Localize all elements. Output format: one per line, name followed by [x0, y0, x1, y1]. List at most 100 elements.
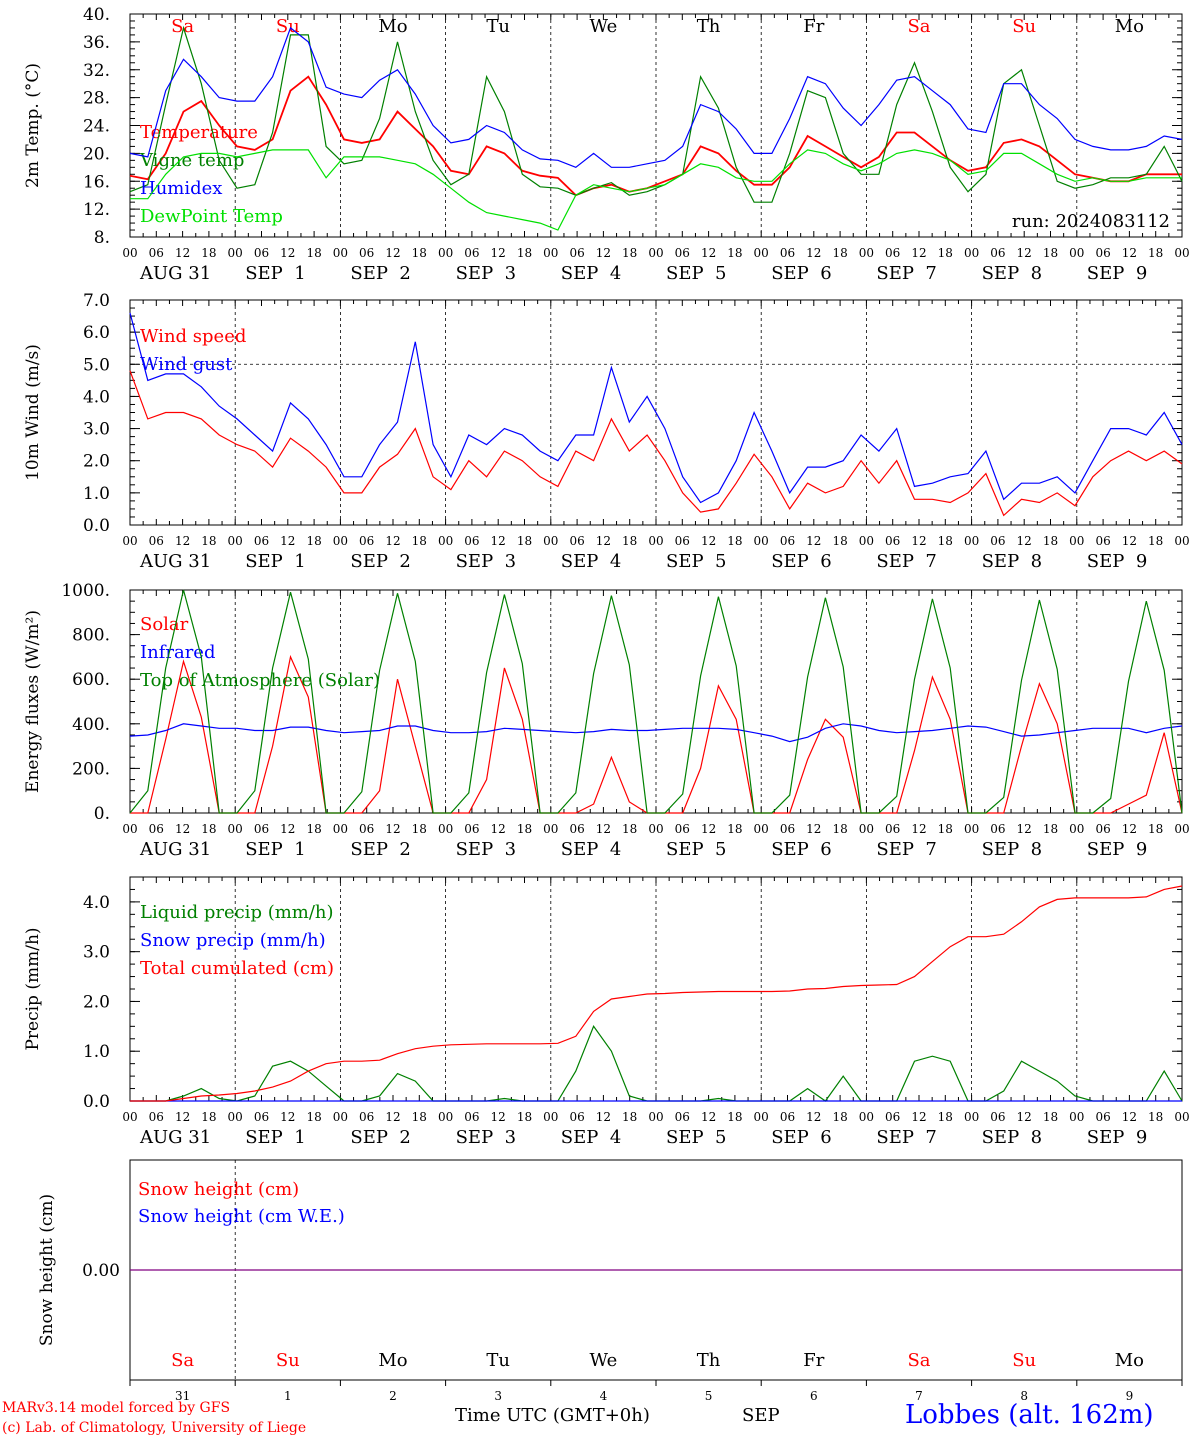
hour-tick-label: 00 [543, 1110, 558, 1124]
weekday-label: Mo [378, 1350, 407, 1371]
legend-label: Humidex [140, 178, 222, 199]
day-number-label: 8 [1020, 1389, 1028, 1403]
y-tick-label: 12. [83, 200, 110, 220]
date-label: SEP 4 [561, 1127, 621, 1148]
hour-tick-label: 12 [491, 1110, 506, 1124]
date-label: SEP 2 [350, 263, 410, 284]
date-label: SEP 6 [771, 839, 831, 860]
y-tick-label: 1.0 [83, 484, 110, 504]
date-label: SEP 6 [771, 1127, 831, 1148]
date-label: SEP 8 [982, 263, 1042, 284]
date-label: SEP 7 [876, 551, 936, 572]
y-tick-label: 0.00 [82, 1261, 120, 1281]
date-label: AUG 31 [139, 263, 211, 284]
day-number-label: 31 [175, 1389, 190, 1403]
hour-tick-label: 06 [1095, 822, 1110, 836]
hour-tick-label: 06 [1095, 1110, 1110, 1124]
hour-tick-label: 18 [727, 534, 742, 548]
hour-tick-label: 00 [648, 822, 663, 836]
hour-tick-label: 18 [412, 822, 427, 836]
y-tick-label: 8. [94, 228, 110, 248]
legend-label: Vigne temp [139, 150, 244, 171]
weekday-label: Th [697, 1350, 721, 1371]
y-tick-label: 28. [83, 89, 110, 109]
hour-tick-label: 12 [491, 822, 506, 836]
date-label: SEP 5 [666, 551, 726, 572]
weekday-label: Mo [378, 16, 407, 37]
hour-tick-label: 12 [280, 822, 295, 836]
day-number-label: 1 [284, 1389, 292, 1403]
hour-tick-label: 12 [701, 1110, 716, 1124]
weekday-label: Tu [486, 1350, 510, 1371]
hour-tick-label: 00 [1069, 1110, 1084, 1124]
y-axis-label: Energy fluxes (W/m²) [23, 610, 43, 793]
y-tick-label: 0. [94, 804, 110, 824]
hour-tick-label: 00 [1174, 246, 1189, 260]
hour-tick-label: 00 [859, 822, 874, 836]
date-label: SEP 7 [876, 1127, 936, 1148]
hour-tick-label: 18 [938, 534, 953, 548]
hour-tick-label: 06 [675, 822, 690, 836]
hour-tick-label: 12 [806, 1110, 821, 1124]
panel-snow: Sa 31 Su 1 Mo 2 Tu 3 We 4 Th 5 Fr 6 Sa 7 Su 8 Mo 9 0.00 Snow … [37, 1159, 1183, 1403]
hour-tick-label: 18 [1043, 534, 1058, 548]
date-label: SEP 5 [666, 1127, 726, 1148]
legend-label: Wind speed [140, 326, 246, 347]
hour-tick-label: 00 [122, 534, 137, 548]
hour-tick-label: 00 [859, 534, 874, 548]
hour-tick-label: 12 [911, 1110, 926, 1124]
hour-tick-label: 12 [385, 534, 400, 548]
hour-tick-label: 00 [964, 1110, 979, 1124]
hour-tick-label: 06 [254, 246, 269, 260]
weekday-label: Fr [803, 16, 824, 37]
y-tick-label: 800. [72, 626, 110, 646]
hour-tick-label: 06 [149, 534, 164, 548]
hour-tick-label: 00 [648, 534, 663, 548]
hour-tick-label: 00 [964, 534, 979, 548]
series-line-vigne-temp [129, 25, 1183, 203]
hour-tick-label: 00 [648, 1110, 663, 1124]
hour-tick-label: 00 [228, 246, 243, 260]
weekday-label: Sa [171, 1350, 194, 1371]
hour-tick-label: 06 [885, 822, 900, 836]
hour-tick-label: 12 [491, 534, 506, 548]
date-label: SEP 6 [771, 263, 831, 284]
hour-tick-label: 00 [859, 246, 874, 260]
y-tick-label: 20. [83, 144, 110, 164]
y-axis-label: Precip (mm/h) [23, 927, 43, 1050]
hour-tick-label: 18 [832, 1110, 847, 1124]
hour-tick-label: 12 [701, 534, 716, 548]
hour-tick-label: 18 [727, 1110, 742, 1124]
hour-tick-label: 18 [622, 1110, 637, 1124]
date-label: SEP 7 [876, 839, 936, 860]
hour-tick-label: 12 [596, 246, 611, 260]
y-tick-label: 400. [72, 715, 110, 735]
hour-tick-label: 00 [333, 1110, 348, 1124]
hour-tick-label: 18 [832, 246, 847, 260]
hour-tick-label: 06 [464, 1110, 479, 1124]
date-label: SEP 8 [982, 1127, 1042, 1148]
y-axis-label: Snow height (cm) [37, 1194, 57, 1346]
hour-tick-label: 12 [806, 246, 821, 260]
legend-label: Snow height (cm) [138, 1179, 299, 1200]
hour-tick-label: 06 [149, 822, 164, 836]
y-tick-label: 7.0 [83, 291, 110, 311]
month-label: SEP [742, 1405, 780, 1426]
hour-tick-label: 06 [254, 1110, 269, 1124]
legend-label: Snow precip (mm/h) [140, 930, 326, 951]
date-label: SEP 5 [666, 839, 726, 860]
hour-tick-label: 18 [622, 534, 637, 548]
y-tick-label: 36. [83, 33, 110, 53]
weekday-label: We [590, 16, 618, 37]
hour-tick-label: 18 [938, 822, 953, 836]
weekday-label: Sa [907, 1350, 930, 1371]
hour-tick-label: 00 [438, 822, 453, 836]
hour-tick-label: 06 [675, 1110, 690, 1124]
date-label: SEP 4 [561, 839, 621, 860]
hour-tick-label: 06 [359, 534, 374, 548]
hour-tick-label: 00 [754, 534, 769, 548]
legend-label: Total cumulated (cm) [140, 958, 334, 979]
hour-tick-label: 18 [1148, 822, 1163, 836]
hour-tick-label: 00 [228, 1110, 243, 1124]
